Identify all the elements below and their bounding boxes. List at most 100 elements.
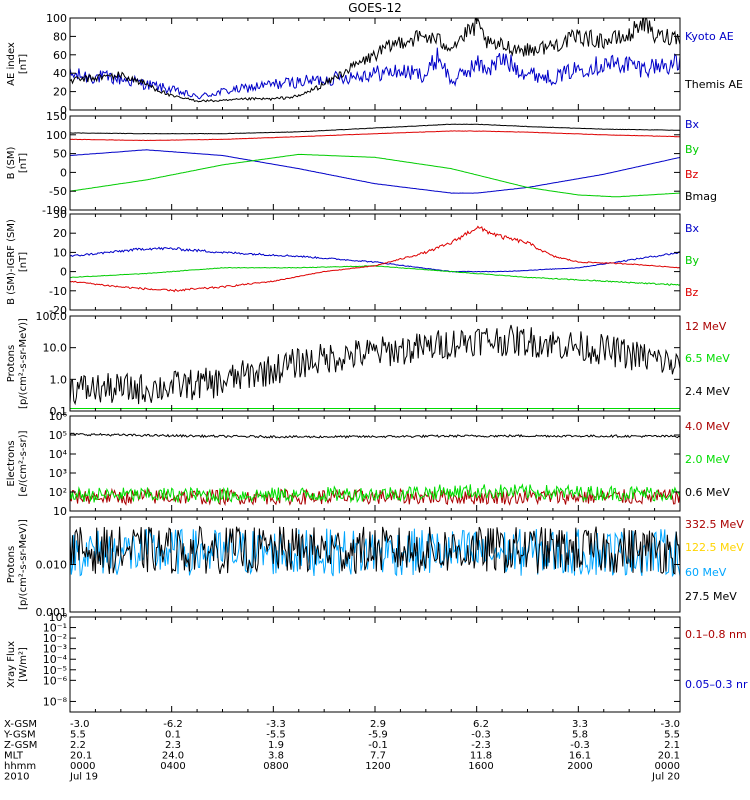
orbit-row-label: X-GSM [4,719,37,730]
panel-4: 0.1 1.0 10.0 100.0 Protons [p/(cm²-s-sr-MeV)]… [6,310,730,418]
y-tick-label: 60 [53,49,67,62]
orbit-cell: 2.1 [664,740,680,751]
y-tick-label: 10 [53,505,67,518]
panel-frame [69,616,681,713]
legend-entry: 0.6 MeV [685,486,730,499]
y-tick-label: 30 [53,208,67,221]
y-tick-label: -50 [49,185,67,198]
legend-entry: 0.1–0.8 nm [685,628,747,641]
panel-2: -100 -50 0 50 100 150 B (SM) [nT] Bx By Bz Bmag [6,110,717,217]
orbit-cell: 7.7 [370,751,386,762]
y-tick-label: 0.001 [36,606,68,619]
y-tick-label: 10⁻³ [43,643,67,656]
legend-entry: 6.5 MeV [685,352,730,365]
orbit-cell: 16.1 [569,751,591,762]
orbit-cell: 2.9 [370,719,386,730]
orbit-cell: 6.2 [473,719,489,730]
panel-6: 0.001 0.010 Protons [p/(cm²-s-sr-MeV)] 332.5… [6,516,744,683]
orbit-row-label: Z-GSM [4,740,37,751]
series-line-122-5-mev [70,636,680,683]
legend-entry: 27.5 MeV [685,590,737,603]
orbit-cell: 24.0 [162,751,184,762]
orbit-cell: 2.2 [70,740,86,751]
legend-entry: 2.0 MeV [685,453,730,466]
panel-frame [69,17,681,111]
legend-entry: 4.0 MeV [685,420,730,433]
y-tick-label: 10 [53,246,67,259]
y-tick-label: -100 [42,204,67,217]
orbit-cell: 5.8 [572,730,588,741]
orbit-cell: 2.3 [165,740,181,751]
orbit-cell: -3.3 [266,719,286,730]
orbit-cell: 20.1 [70,751,92,762]
series-line-0-6-mev [70,432,680,439]
y-tick-label: 1.0 [50,373,68,386]
legend-entry: 2.4 MeV [685,385,730,398]
orbit-cell: -0.3 [471,730,491,741]
orbit-cell: -0.1 [368,740,388,751]
y-axis-label: Xray Flux [6,641,17,688]
y-tick-label: 10⁵ [49,429,67,442]
y-tick-label: -20 [49,304,67,317]
orbit-cell: 20.1 [658,751,680,762]
legend-entry: Kyoto AE [685,30,734,43]
series-line-by [70,153,680,198]
y-tick-label: 10⁻⁵ [43,664,67,677]
orbit-cell: 3.3 [572,719,588,730]
legend-entry: 12 MeV [685,320,727,333]
y-tick-label: 100 [46,12,67,25]
legend-entry: By [685,143,700,156]
y-axis-label: AE index [6,42,17,86]
orbit-cell: -3.0 [70,719,90,730]
y-tick-label: 0.010 [36,559,68,572]
y-tick-label: -10 [49,285,67,298]
y-tick-label: 10⁻² [43,632,67,645]
legend-entry: 122.5 MeV [685,541,744,554]
y-tick-label: 80 [53,30,67,43]
y-tick-label: 10³ [49,467,67,480]
orbit-row-label: Y-GSM [3,730,36,741]
legend-entry: 0.05–0.3 nr [685,678,748,691]
orbit-cell: -3.0 [660,719,680,730]
orbit-cell: 0800 [263,761,288,772]
panel-1: 0 20 40 60 80 100 AE index [nT] Kyoto AE Themis A… [6,12,743,117]
series-line-27-5-mev [70,525,680,575]
orbit-cell: 2000 [567,761,592,772]
legend-entry: Bmag [685,190,717,203]
y-axis-label: [nT] [18,54,29,74]
y-axis-label: [e/(cm²-s-sr)] [18,430,29,496]
y-tick-label: 0 [60,166,67,179]
orbit-cell: -6.2 [163,719,183,730]
y-axis-label: B (SM) [6,146,17,179]
orbit-cell: 0000 [655,761,680,772]
y-tick-label: 100 [46,129,67,142]
legend-entry: Bz [685,168,699,181]
y-axis-label: [p/(cm²-s-sr-MeV)] [18,519,29,610]
y-tick-label: 100.0 [36,310,68,323]
series-line-by [70,265,680,286]
orbit-cell: -2.3 [471,740,491,751]
y-tick-label: 10⁴ [49,448,68,461]
y-axis-label: Protons [6,546,17,583]
legend-entry: Bx [685,222,700,235]
plot-title: GOES-12 [348,1,402,15]
series-line-bmag [70,123,680,135]
series-line-bz [70,225,680,293]
legend-entry: Bz [685,286,699,299]
orbit-cell: 5.5 [70,730,86,741]
orbit-cell: Jul 19 [69,772,98,783]
y-tick-label: 20 [53,86,67,99]
y-axis-label: Protons [6,345,17,382]
y-tick-label: 10.0 [43,342,68,355]
y-tick-label: 10⁻⁸ [43,695,68,708]
y-tick-label: 0 [60,266,67,279]
y-tick-label: 50 [53,148,67,161]
orbit-cell: 1600 [468,761,493,772]
y-tick-label: 10⁰ [49,611,68,624]
y-tick-label: 0.1 [50,405,68,418]
series-line-bx [70,149,680,194]
y-tick-label: 40 [53,67,67,80]
orbit-row-label: 2010 [4,772,29,783]
orbit-cell: 1.9 [268,740,284,751]
series-line-332-5-mev [70,636,680,683]
